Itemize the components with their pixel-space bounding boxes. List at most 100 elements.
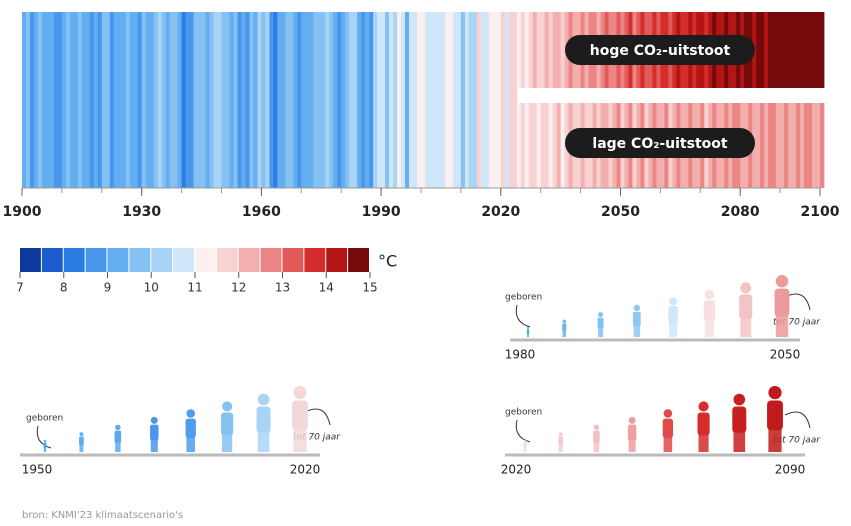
stripe	[293, 12, 298, 188]
stripe	[772, 12, 777, 88]
person-body	[774, 288, 790, 317]
stripe	[49, 12, 55, 188]
stripe	[205, 12, 210, 188]
colorbar-bin	[260, 248, 282, 272]
born-label: geboren	[505, 293, 542, 303]
stripe	[548, 12, 554, 88]
stripe	[325, 12, 330, 188]
person-legs	[79, 444, 84, 452]
stripe	[241, 12, 246, 188]
stripe	[217, 12, 222, 188]
stripe	[792, 103, 797, 188]
stripe	[197, 12, 202, 188]
stripe	[444, 12, 450, 188]
x-tick-label: 1960	[242, 204, 281, 220]
stripe	[409, 12, 414, 188]
person-head	[775, 275, 789, 288]
stripe	[764, 12, 769, 88]
person-legs	[775, 314, 789, 337]
stripe	[768, 103, 773, 188]
stripe	[385, 12, 390, 188]
stripe	[33, 12, 39, 188]
stripe	[185, 12, 190, 188]
person-icon	[632, 304, 641, 337]
stripe	[305, 12, 310, 188]
person-body	[767, 400, 783, 431]
stripe	[369, 12, 374, 188]
colorbar-bin	[282, 248, 304, 272]
stripe	[269, 12, 274, 188]
stripe	[121, 12, 127, 188]
person-icon	[593, 424, 600, 452]
stripe	[245, 12, 250, 188]
stripe	[69, 12, 75, 188]
stripe	[237, 12, 242, 188]
stripe	[500, 12, 506, 188]
stripe	[165, 12, 171, 188]
person-icon	[662, 409, 673, 452]
stripe	[532, 103, 538, 188]
stripe	[524, 103, 530, 188]
stripe	[357, 12, 362, 188]
person-legs	[527, 333, 529, 337]
person-head	[222, 401, 233, 412]
person-legs	[633, 325, 641, 337]
arrow	[784, 411, 811, 429]
person-body	[256, 406, 271, 433]
stripe	[548, 103, 554, 188]
stripe	[536, 103, 542, 188]
stripe	[113, 12, 119, 188]
timeline-start: 2020	[501, 463, 532, 477]
stripe	[504, 12, 510, 188]
colorbar-tick-label: 12	[231, 281, 246, 295]
colorbar-tick-label: 15	[362, 281, 377, 295]
colorbar-bin	[216, 248, 238, 272]
stripe	[756, 103, 761, 188]
x-tick-label: 2100	[801, 204, 840, 220]
person-icon	[256, 393, 271, 452]
stripe	[377, 12, 382, 188]
person-body	[43, 442, 47, 449]
person-icon	[150, 416, 159, 452]
stripe	[97, 12, 103, 188]
stripe	[173, 12, 179, 188]
stripe	[141, 12, 147, 188]
stripe	[265, 12, 270, 188]
stripe	[181, 12, 186, 188]
stripe	[480, 12, 486, 188]
stripe	[820, 12, 825, 88]
source-note: bron: KNMI'23 klimaatscenario's	[22, 510, 183, 521]
colorbar-bin	[63, 248, 85, 272]
stripe	[488, 12, 494, 188]
person-head	[562, 319, 567, 324]
stripe	[800, 12, 805, 88]
stripe	[25, 12, 31, 188]
stripe	[560, 12, 566, 88]
arrow	[36, 425, 52, 449]
stripe	[149, 12, 155, 188]
stripe	[93, 12, 99, 188]
person-body	[627, 424, 637, 441]
stripe	[448, 12, 454, 188]
stripe	[544, 103, 550, 188]
stripe	[65, 12, 71, 188]
stripe	[496, 12, 502, 188]
person-legs	[593, 442, 600, 452]
stripe	[361, 12, 366, 188]
person-icon	[558, 432, 564, 452]
stripe	[540, 103, 546, 188]
colorbar-bin	[238, 248, 260, 272]
stripe	[460, 12, 466, 188]
person-head	[115, 424, 121, 431]
stripe	[373, 12, 378, 188]
person-legs	[222, 433, 233, 452]
scenario-pill	[565, 35, 755, 65]
stripe	[540, 12, 546, 88]
person-icon	[292, 386, 308, 452]
stripe	[153, 12, 159, 188]
stripe	[492, 12, 498, 188]
person-body	[593, 430, 600, 443]
person-icon	[732, 393, 747, 452]
timeline-end: 2090	[775, 463, 806, 477]
colorbar-bin	[20, 248, 41, 272]
